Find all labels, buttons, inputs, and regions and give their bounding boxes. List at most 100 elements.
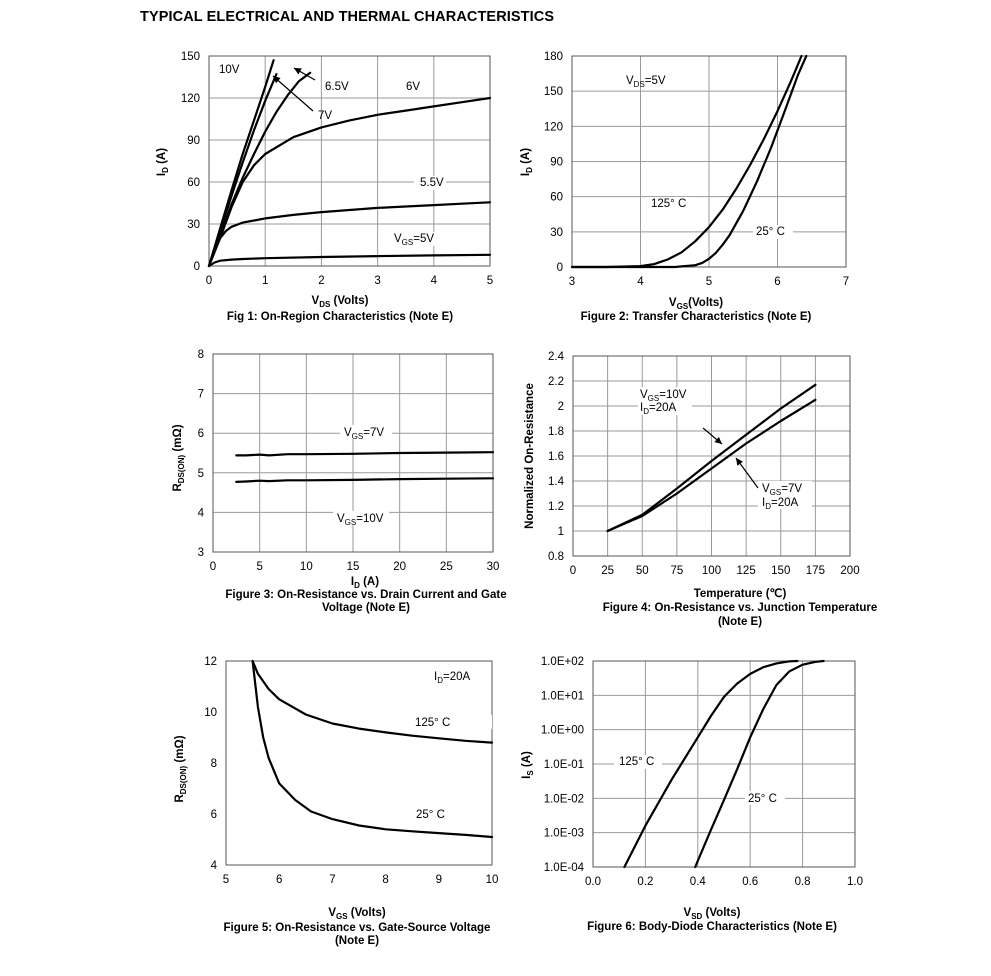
y-tick-label: 1.8 xyxy=(548,426,564,438)
series-line-1 xyxy=(207,73,278,268)
y-tick-label: 5 xyxy=(198,468,204,480)
x-axis-label-sub: SD xyxy=(691,912,702,921)
annotation-label: 7V xyxy=(318,110,332,122)
y-tick-label: 60 xyxy=(187,177,200,189)
annotation-label: 25° C xyxy=(416,809,445,821)
annotation-label-rest: =20A xyxy=(443,671,471,683)
x-axis-label-sub: GS xyxy=(336,912,348,921)
x-tick-label: 1 xyxy=(262,275,268,287)
label-background xyxy=(392,232,442,246)
x-axis-label-rest: (Volts) xyxy=(702,907,740,919)
annotation-label-sub: D xyxy=(765,502,771,511)
x-tick-label: 15 xyxy=(347,561,360,573)
y-axis-label-main: R xyxy=(172,483,184,492)
plot-frame xyxy=(592,660,856,868)
annotation-label: 125° C xyxy=(415,717,450,729)
y-axis-label-sub: D xyxy=(161,167,170,173)
x-tick-label: 2 xyxy=(318,275,324,287)
annotation-label-main: V xyxy=(626,75,634,87)
annotation-label: 6.5V xyxy=(325,81,349,93)
annotation-label: 5.5V xyxy=(420,177,444,189)
y-tick-label: 60 xyxy=(550,192,563,204)
x-axis-label-rest: (Volts) xyxy=(688,297,723,309)
annotation-label-text: 25° C xyxy=(416,809,445,821)
x-axis-label-sub: GS xyxy=(677,302,689,311)
y-axis-label-rest: (A) xyxy=(156,148,168,167)
y-axis-label: Normalized On-Resistance xyxy=(524,383,536,529)
y-axis-label-main: R xyxy=(174,794,186,803)
series-line-1 xyxy=(251,659,494,839)
x-tick-label: 25 xyxy=(601,565,614,577)
fig6-chart: 0.0 0.2 0.4 0.6 0.8 1.0 1.0E-04 1.0E-03 1.0E-02 1… xyxy=(521,656,863,933)
annotation-label-sub: D xyxy=(437,676,443,685)
x-axis-label-rest: (A) xyxy=(360,576,379,588)
x-axis-label: VGS(Volts) xyxy=(669,297,723,311)
y-tick-label: 150 xyxy=(544,86,563,98)
x-tick-label: 5 xyxy=(487,275,493,287)
y-tick-label: 2 xyxy=(558,401,564,413)
x-tick-label: 6 xyxy=(276,874,282,886)
label-background xyxy=(753,225,793,239)
y-tick-label: 1.0E-03 xyxy=(544,828,584,840)
y-tick-label: 1.0E-04 xyxy=(544,862,585,874)
figure-caption: Figure 6: Body-Diode Characteristics (No… xyxy=(587,921,837,933)
y-tick-label: 30 xyxy=(187,219,200,231)
annotation-label: ID=20A xyxy=(762,497,798,511)
y-axis-label: RDS(ON) (mΩ) xyxy=(172,424,186,491)
annotation-arrowhead xyxy=(736,458,743,466)
annotation-label-rest: =5V xyxy=(645,75,666,87)
y-tick-label: 30 xyxy=(550,227,563,239)
annotation-label-sub: GS xyxy=(770,488,782,497)
y-axis-label: IS (A) xyxy=(521,751,535,779)
annotation-label-main: I xyxy=(640,402,643,414)
series-line-0 xyxy=(570,54,803,269)
figure-caption: Voltage (Note E) xyxy=(322,602,410,614)
y-tick-label: 4 xyxy=(198,507,205,519)
annotation-label-text: 25° C xyxy=(756,226,785,238)
x-tick-label: 0 xyxy=(210,561,216,573)
annotation-label-text: 125° C xyxy=(651,198,686,210)
annotation-label-rest: =10V xyxy=(659,389,687,401)
x-axis-label-main: V xyxy=(669,297,677,309)
label-background xyxy=(412,715,492,729)
y-tick-label: 1.0E+02 xyxy=(541,656,584,668)
page-title: TYPICAL ELECTRICAL AND THERMAL CHARACTER… xyxy=(140,9,555,25)
annotation-label-text: 6.5V xyxy=(325,81,349,93)
y-axis-label-main: I xyxy=(520,173,532,176)
annotation-label-rest: =5V xyxy=(413,233,434,245)
x-tick-label: 30 xyxy=(487,561,500,573)
y-axis-label: ID (A) xyxy=(156,148,170,176)
x-tick-label: 0.2 xyxy=(637,876,653,888)
plot-frame xyxy=(572,355,851,557)
figure-caption: Fig 1: On-Region Characteristics (Note E… xyxy=(227,311,453,323)
figure-caption: (Note E) xyxy=(335,935,379,947)
annotation-label: 10V xyxy=(219,64,240,76)
annotation-label-text: 25° C xyxy=(748,793,777,805)
figure-caption: (Note E) xyxy=(718,616,762,628)
series-line-1 xyxy=(235,477,495,483)
x-axis-label-sub: D xyxy=(354,581,360,590)
series-line-1 xyxy=(570,54,808,269)
y-axis-label-sub: DS(ON) xyxy=(177,454,186,483)
annotation-label: 25° C xyxy=(748,793,777,805)
annotation-label-text: 10V xyxy=(219,64,240,76)
x-tick-label: 0.0 xyxy=(585,876,601,888)
label-background xyxy=(647,197,695,211)
y-tick-label: 120 xyxy=(181,93,200,105)
y-tick-label: 1.0E+01 xyxy=(541,690,584,702)
annotation-label-sub: DS xyxy=(634,80,645,89)
annotation-label: 125° C xyxy=(651,198,686,210)
x-tick-label: 0 xyxy=(206,275,212,287)
annotation-label-rest: =10V xyxy=(356,513,384,525)
annotation-label-rest: =7V xyxy=(363,427,384,439)
x-axis-label: VSD (Volts) xyxy=(684,907,741,921)
x-tick-label: 5 xyxy=(706,276,712,288)
annotation-label: VDS=5V xyxy=(626,75,666,89)
x-tick-label: 50 xyxy=(636,565,649,577)
annotation-label: VGS=5V xyxy=(394,233,434,247)
annotation-label: ID=20A xyxy=(640,402,676,416)
y-tick-label: 120 xyxy=(544,121,563,133)
annotation-label: 6V xyxy=(406,81,420,93)
